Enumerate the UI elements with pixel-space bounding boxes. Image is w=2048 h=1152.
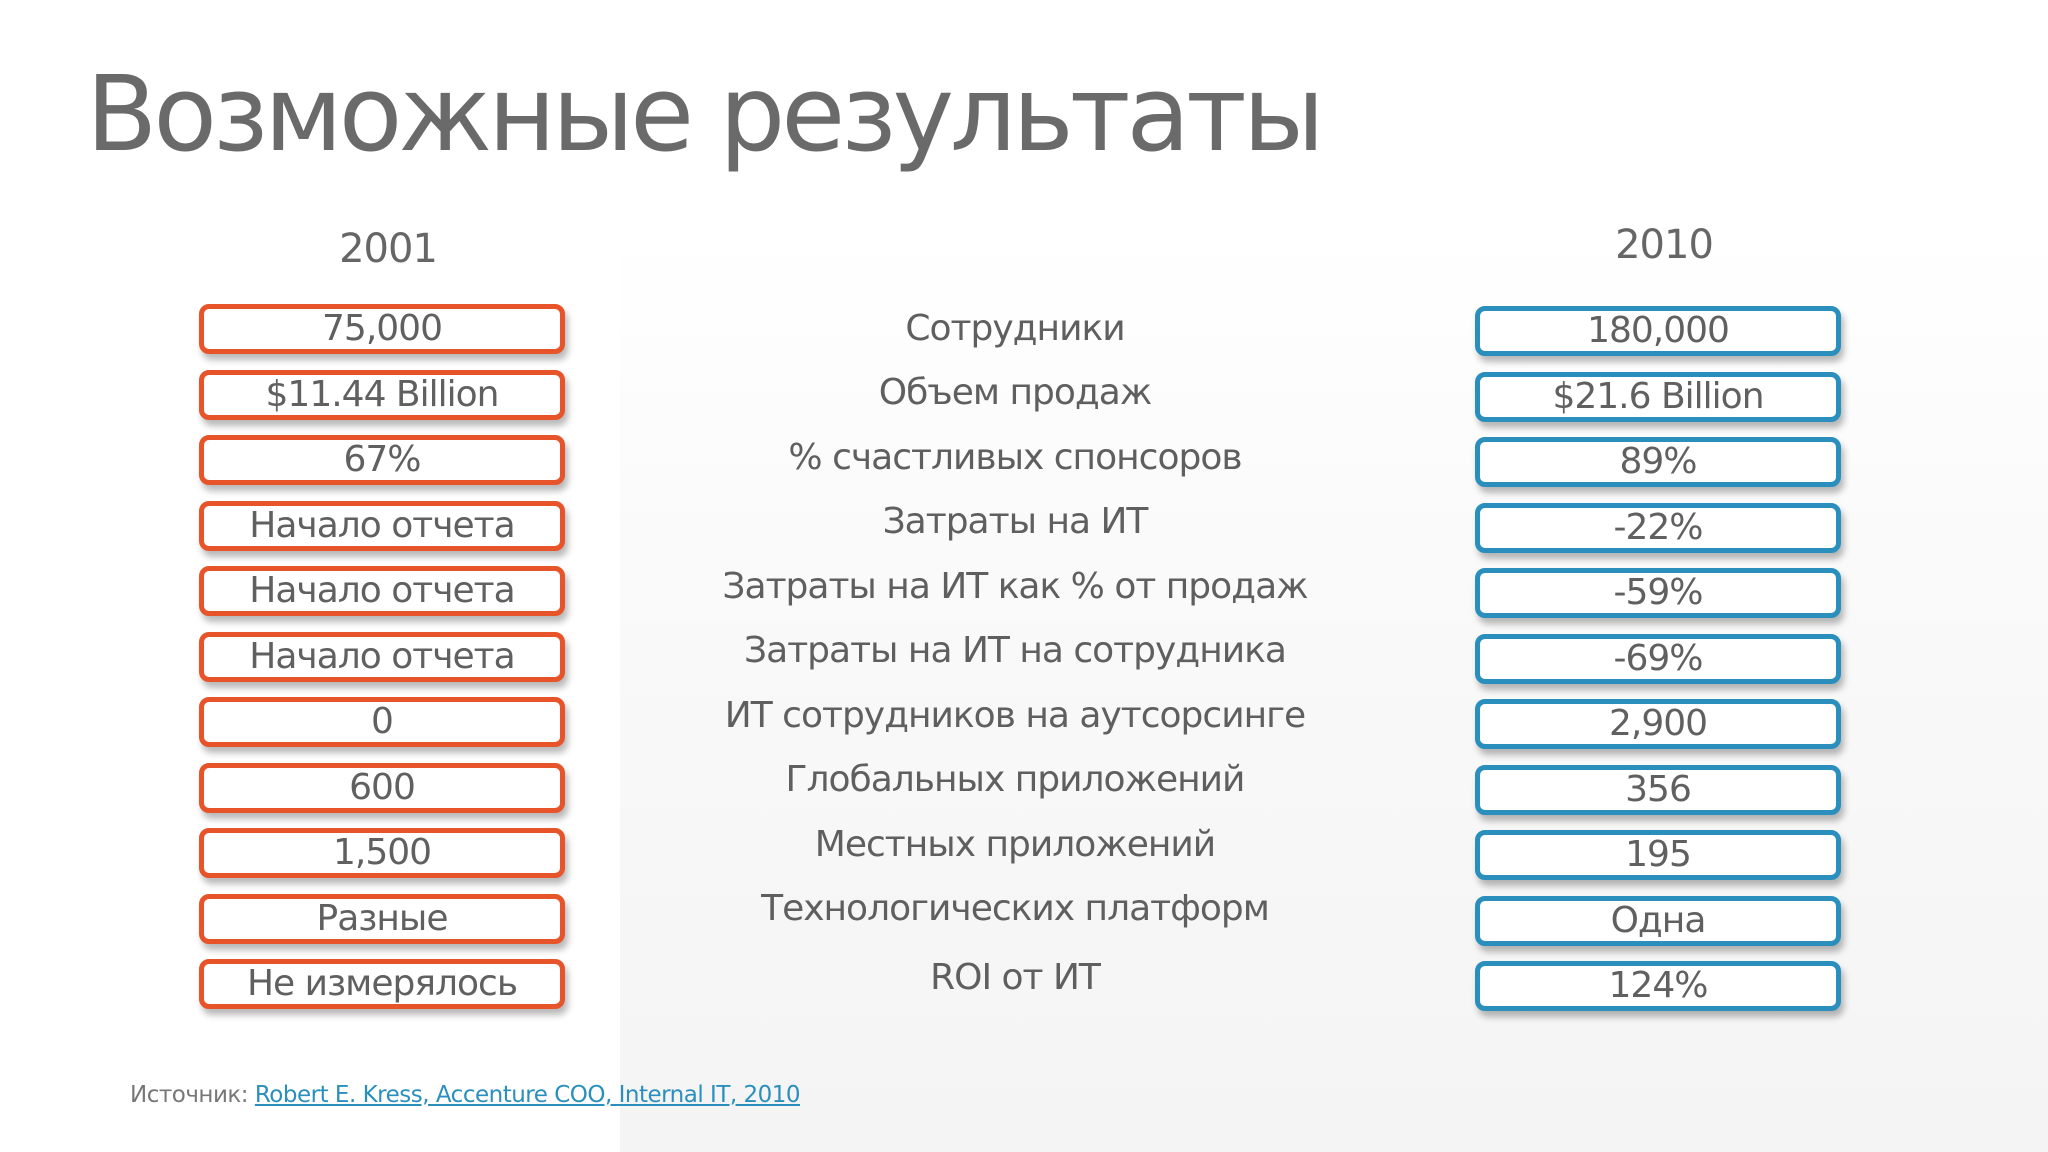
- metric-label: Затраты на ИТ как % от продаж: [722, 566, 1308, 607]
- slide-title: Возможные результаты: [86, 53, 1325, 175]
- value-box-2001: $11.44 Billion: [199, 369, 565, 420]
- metric-label: Затраты на ИТ на сотрудника: [744, 630, 1287, 671]
- value-box-2010: -22%: [1475, 502, 1841, 553]
- source-prefix: Источник:: [130, 1082, 249, 1108]
- value-box-2001: 67%: [199, 435, 565, 485]
- value-box-2001: 75,000: [199, 304, 565, 354]
- metric-label: Технологических платформ: [761, 888, 1270, 929]
- value-box-2010: 195: [1475, 830, 1841, 880]
- value-box-2001: 600: [199, 762, 565, 813]
- value-box-2001: Начало отчета: [199, 500, 565, 551]
- metric-label: ROI от ИТ: [930, 957, 1101, 998]
- metric-label: % счастливых спонсоров: [788, 437, 1242, 478]
- source-citation: Источник: Robert E. Kress, Accenture COO…: [130, 1082, 801, 1108]
- value-box-2010: $21.6 Billion: [1475, 371, 1841, 422]
- year-2001-header: 2001: [339, 226, 438, 272]
- value-box-2010: 356: [1475, 764, 1841, 815]
- value-box-2010: -59%: [1475, 568, 1841, 618]
- metric-label: Глобальных приложений: [785, 759, 1246, 800]
- value-box-2001: Разные: [199, 893, 565, 944]
- value-box-2001: Начало отчета: [199, 566, 565, 616]
- metric-label: Объем продаж: [878, 372, 1153, 413]
- metric-label: Сотрудники: [905, 308, 1125, 349]
- value-box-2010: Одна: [1475, 895, 1841, 946]
- value-box-2010: -69%: [1475, 633, 1841, 684]
- value-box-2001: 1,500: [199, 828, 565, 878]
- value-box-2010: 180,000: [1475, 306, 1841, 356]
- value-box-2010: 89%: [1475, 437, 1841, 487]
- value-box-2010: 2,900: [1475, 699, 1841, 749]
- metric-label: ИТ сотрудников на аутсорсинге: [724, 695, 1306, 736]
- metric-label: Затраты на ИТ: [882, 501, 1149, 542]
- value-box-2001: Начало отчета: [199, 631, 565, 682]
- source-link[interactable]: Robert E. Kress, Accenture COO, Internal…: [254, 1082, 801, 1108]
- year-2010-header: 2010: [1615, 222, 1714, 268]
- value-box-2010: 124%: [1475, 961, 1841, 1011]
- value-box-2001: Не измерялось: [199, 959, 565, 1009]
- value-box-2001: 0: [199, 697, 565, 747]
- metric-label: Местных приложений: [814, 824, 1216, 865]
